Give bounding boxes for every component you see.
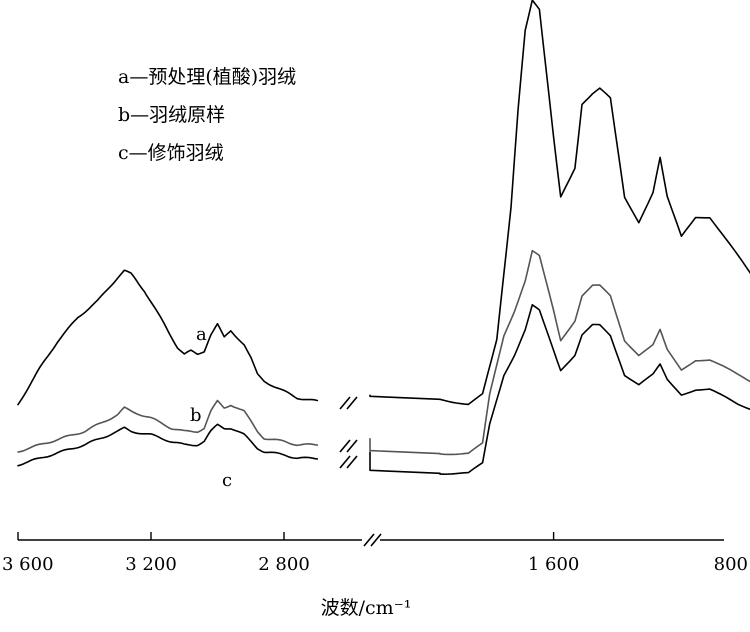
legend: a—预处理(植酸)羽绒 b—羽绒原样 c—修饰羽绒 [118,66,296,164]
series-c-break-connector [369,451,441,475]
break-mark-axis-1 [370,533,382,547]
break-mark-c-0 [339,455,351,469]
series-b-left-line [17,399,319,453]
break-mark-a-1 [346,396,358,410]
x-axis-label: 波数/cm⁻¹ [321,597,412,619]
series-b-right-line [439,249,750,456]
curve-label-b: b [190,405,202,426]
break-mark-b-1 [346,439,358,453]
series-a-right-line [439,0,750,406]
break-mark-a-0 [339,396,351,410]
legend-entry-c: c—修饰羽绒 [118,142,224,164]
series-c-right-line [439,304,750,475]
break-mark-axis-0 [363,533,375,547]
x-tick-label-2800: 2 800 [258,554,310,575]
spectrum-curves [17,0,750,475]
x-tick-label-3600: 3 600 [2,554,54,575]
legend-entry-a: a—预处理(植酸)羽绒 [118,66,296,88]
break-mark-c-1 [346,455,358,469]
curve-label-c: c [222,470,232,491]
x-tick-label-1600: 1 600 [528,554,580,575]
curve-labels: a b c [190,324,232,491]
legend-entry-b: b—羽绒原样 [118,104,225,126]
axis-break-marks [339,396,382,547]
series-c-left-line [17,423,319,467]
x-tick-label-3200: 3 200 [125,554,177,575]
series-a-break-connector [369,394,441,401]
break-mark-b-0 [339,439,351,453]
curve-label-a: a [196,324,207,345]
series-a-left-line [17,269,319,406]
series-b-break-connector [369,438,441,455]
x-tick-label-800: 800 [714,554,748,575]
